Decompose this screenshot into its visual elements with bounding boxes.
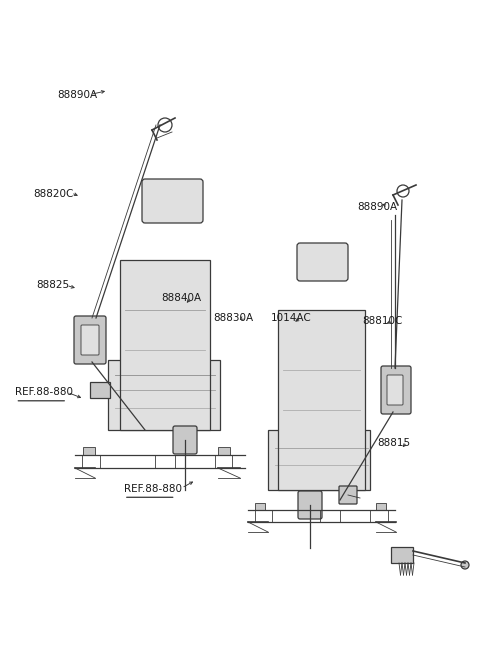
FancyBboxPatch shape — [387, 375, 403, 405]
FancyBboxPatch shape — [81, 325, 99, 355]
FancyBboxPatch shape — [297, 243, 348, 281]
Polygon shape — [278, 310, 365, 490]
FancyBboxPatch shape — [339, 486, 357, 504]
Polygon shape — [268, 430, 370, 490]
FancyBboxPatch shape — [142, 179, 203, 223]
FancyBboxPatch shape — [381, 366, 411, 414]
Polygon shape — [108, 360, 220, 430]
Text: REF.88-880: REF.88-880 — [124, 483, 182, 494]
Bar — [90, 382, 110, 398]
Polygon shape — [120, 260, 210, 430]
Bar — [391, 547, 413, 563]
FancyBboxPatch shape — [173, 426, 197, 454]
FancyBboxPatch shape — [298, 491, 322, 519]
Text: 88815: 88815 — [377, 438, 410, 448]
Bar — [376, 503, 386, 510]
Bar — [83, 447, 95, 455]
Text: 88830A: 88830A — [214, 313, 254, 323]
Text: 88840A: 88840A — [161, 293, 201, 304]
Text: 88810C: 88810C — [362, 316, 403, 327]
Bar — [255, 503, 265, 510]
FancyBboxPatch shape — [74, 316, 106, 364]
Bar — [218, 447, 230, 455]
Text: 88890A: 88890A — [58, 90, 98, 100]
Text: 88825: 88825 — [36, 280, 69, 291]
Circle shape — [461, 561, 469, 569]
Text: REF.88-880: REF.88-880 — [15, 387, 73, 398]
Text: 88820C: 88820C — [34, 188, 74, 199]
Text: 1014AC: 1014AC — [271, 313, 312, 323]
Text: 88890A: 88890A — [358, 201, 398, 212]
